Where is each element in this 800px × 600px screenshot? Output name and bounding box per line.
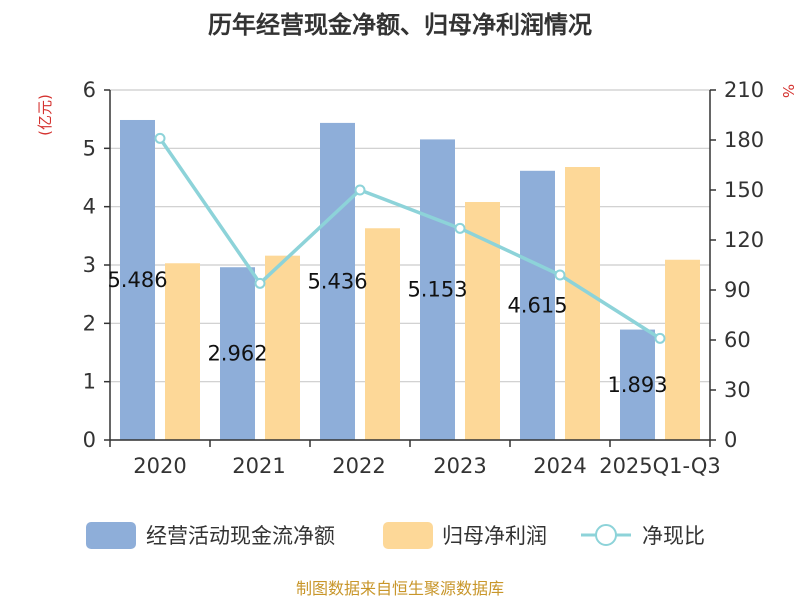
data-label-ocf: 2.962 [207,342,267,366]
data-label-ocf: 4.615 [507,293,567,317]
bar-series [120,119,700,441]
data-label-ocf: 1.893 [607,373,667,397]
x-axis-tick-label: 2022 [332,454,385,478]
ratio-point [354,184,366,196]
bar-net-profit [165,263,200,440]
right-axis-tick-label: 180 [724,128,764,152]
right-axis-tick-label: 60 [724,328,751,352]
legend-swatch-net-profit [383,522,433,549]
source-note: 制图数据来自恒生聚源数据库 [296,579,504,598]
data-label-ocf: 5.486 [107,268,167,292]
x-axis-tick-label: 2021 [232,454,285,478]
data-labels: 5.486 2.962 5.436 5.153 4.615 1.893 [107,268,667,397]
right-axis-tick-label: 0 [724,428,737,452]
bar-ocf [520,170,555,440]
legend-label-net-profit: 归母净利润 [442,524,547,548]
chart-title: 历年经营现金净额、归母净利润情况 [208,11,592,39]
right-axis-tick-label: 210 [724,78,764,102]
left-axis-tick-label: 3 [83,253,96,277]
data-label-ocf: 5.153 [407,278,467,302]
bar-net-profit [465,202,500,440]
bar-net-profit [565,167,600,440]
left-axis-unit: (亿元) [36,94,54,136]
x-axis-tick-label: 2024 [533,454,586,478]
left-axis-tick-label: 1 [83,370,96,394]
left-axis-tick-label: 0 [83,428,96,452]
x-axis-tick-label: 2023 [433,454,486,478]
ratio-point [654,332,666,344]
ratio-point [454,222,466,234]
right-axis-tick-label: 120 [724,228,764,252]
right-axis-unit: % [779,84,797,98]
bar-ocf [420,139,455,441]
right-axis-tick-label: 150 [724,178,764,202]
legend-swatch-ocf [86,522,136,549]
ratio-point [254,277,266,289]
left-axis-tick-label: 5 [83,136,96,160]
legend-label-ocf: 经营活动现金流净额 [146,524,335,548]
ratio-line-series [154,132,666,344]
x-axis-tick-label: 2020 [133,454,186,478]
left-axis-tick-label: 2 [83,311,96,335]
right-axis-tick-label: 90 [724,278,751,302]
ratio-point [154,132,166,144]
bar-net-profit [265,255,300,440]
data-label-ocf: 5.436 [307,269,367,293]
bar-ocf [120,119,155,440]
legend-label-ratio: 净现比 [642,524,705,548]
bar-net-profit [665,259,700,440]
bar-ocf [220,267,255,440]
legend-swatch-ratio-marker [595,524,617,546]
left-axis-tick-label: 6 [83,78,96,102]
grid-lines [110,89,710,441]
left-axis-tick-label: 4 [83,195,96,219]
right-axis-tick-label: 30 [724,378,751,402]
bar-net-profit [365,228,400,440]
bar-ocf [320,122,355,441]
legend: 经营活动现金流净额 归母净利润 净现比 [86,522,705,549]
bar-ocf [620,329,655,440]
ratio-line [158,137,661,340]
ratio-point [554,269,566,281]
x-axis-tick-label: 2025Q1-Q3 [599,454,721,478]
